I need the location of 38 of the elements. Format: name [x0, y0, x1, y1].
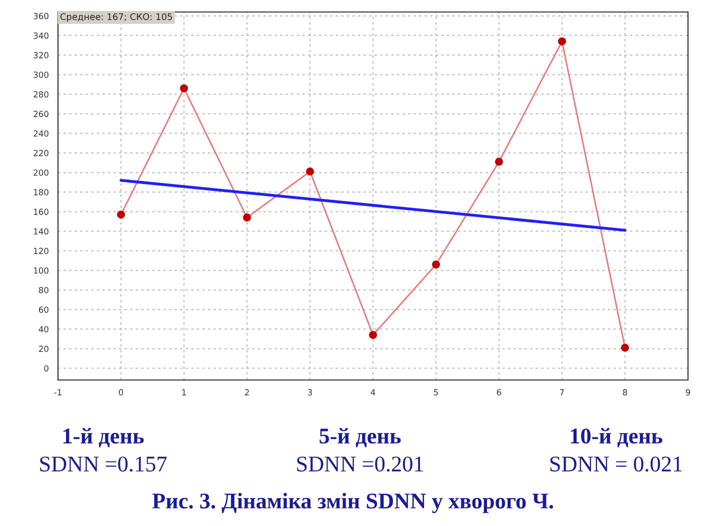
y-tick-label: 300	[34, 72, 48, 78]
x-tick-label: 7	[560, 389, 564, 396]
y-tick-label: 280	[34, 91, 48, 98]
x-tick-label: 1	[182, 389, 186, 396]
y-tick-label: 340	[34, 32, 48, 39]
y-tick-label: 80	[38, 286, 48, 294]
y-tick-label: 40	[38, 326, 48, 332]
x-tick-label: 2	[244, 389, 249, 396]
y-tick-label: 160	[34, 208, 48, 215]
x-tick-label: 5	[434, 389, 438, 396]
y-tick-label: 180	[34, 189, 48, 196]
text: SDNN =0.157	[40, 456, 167, 472]
y-tick-label: 100	[34, 267, 48, 274]
y-tick-label: 320	[34, 52, 48, 58]
x-tick-label: -1	[54, 389, 62, 396]
x-tick-label: 3	[308, 389, 312, 396]
y-tick-label: 60	[38, 306, 48, 313]
text: SDNN =0.201	[297, 456, 423, 472]
annotation: Среднее: 167; СКО: 105	[60, 13, 172, 22]
y-tick-label: 20	[38, 346, 48, 352]
y-tick-label: 200	[34, 169, 48, 176]
text: 5-й день	[320, 428, 401, 448]
y-tick-label: 0	[44, 365, 48, 372]
y-tick-label: 260	[34, 110, 48, 118]
y-tick-label: 360	[34, 12, 48, 20]
x-tick-label: 4	[370, 389, 376, 396]
text: SDNN = 0.021	[550, 456, 682, 472]
text: Рис. 3. Дінаміка змін SDNN у хворого Ч.	[152, 492, 554, 514]
x-tick-label: 9	[686, 389, 690, 396]
y-tick-label: 220	[34, 150, 48, 156]
y-tick-label: 240	[34, 130, 48, 137]
x-tick-label: 8	[622, 389, 628, 396]
text: 10-й день	[570, 428, 662, 448]
y-tick-label: 120	[34, 248, 48, 254]
y-tick-label: 140	[34, 228, 48, 235]
x-tick-label: 0	[118, 389, 124, 396]
x-tick-label: 6	[496, 389, 502, 396]
text: 1-й день	[64, 428, 144, 448]
